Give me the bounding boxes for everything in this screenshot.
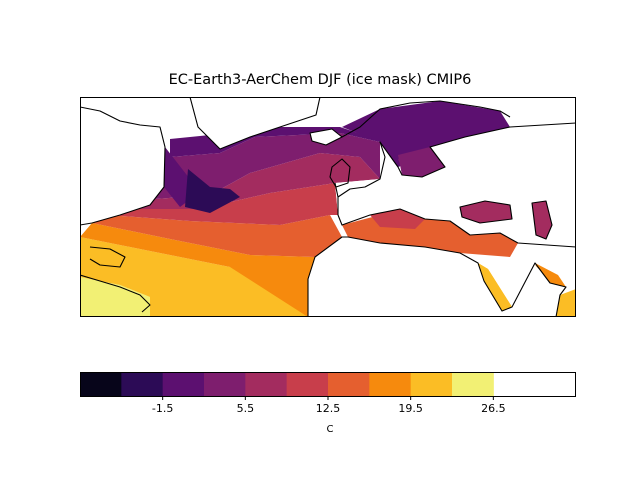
coast-europe — [334, 122, 576, 248]
colorbar-tick-label: -1.5 — [152, 402, 173, 415]
coast-uk — [329, 158, 351, 188]
colorbar-bin — [286, 372, 329, 396]
colorbar-bin — [245, 372, 288, 396]
colorbar-tick-label: 26.5 — [481, 402, 506, 415]
coast-black-sea — [459, 200, 513, 224]
sst-band-23 — [80, 277, 150, 317]
colorbar-bin — [452, 372, 494, 396]
coast-greenland — [189, 97, 321, 150]
colorbar-bin — [80, 372, 122, 396]
sst-band-12 — [92, 215, 342, 257]
coast-caspian — [531, 200, 553, 240]
colorbar-tick-label: 5.5 — [237, 402, 255, 415]
colorbar-bin — [204, 372, 246, 396]
colorbar-bin — [410, 372, 453, 396]
sst-band-5 — [128, 153, 380, 209]
colorbar-tick-label: 19.5 — [398, 402, 423, 415]
sst-norway — [342, 101, 510, 167]
sst-band-16 — [80, 223, 315, 317]
colorbar-label: C — [326, 424, 334, 435]
colorbar-bin — [121, 372, 164, 396]
colorbar-bin — [369, 372, 412, 396]
coast-north-america — [80, 106, 166, 226]
colorbar-bin — [328, 372, 370, 396]
colorbar: -1.5 5.5 12.5 19.5 26.5 — [80, 372, 576, 415]
coast-africa — [307, 236, 567, 317]
sst-band-19 — [80, 237, 308, 317]
sst-arabian-sea — [556, 289, 576, 317]
colorbar-bin — [162, 372, 205, 396]
sst-map — [80, 97, 576, 317]
coast-iceland — [309, 128, 343, 146]
colorbar-tick-label: 12.5 — [316, 402, 341, 415]
map-title: EC-Earth3-AerChem DJF (ice mask) CMIP6 — [168, 72, 472, 88]
sst-band-2 — [155, 133, 380, 199]
sst-band-m5 — [185, 169, 240, 213]
